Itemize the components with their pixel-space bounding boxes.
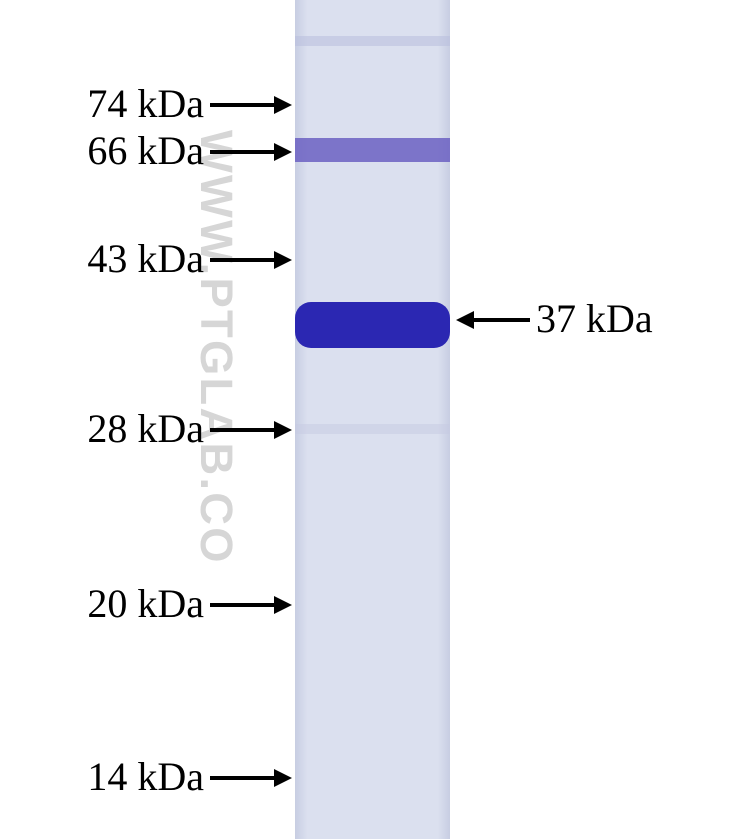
arrow-head-icon xyxy=(274,769,292,787)
gel-lane xyxy=(295,0,450,839)
gel-figure: WWW.PTGLAB.CO 74 kDa66 kDa43 kDa28 kDa20… xyxy=(0,0,740,839)
gel-band xyxy=(295,138,450,162)
arrow-shaft xyxy=(210,258,274,262)
gel-band xyxy=(295,36,450,46)
marker-arrow xyxy=(210,96,292,114)
arrow-shaft xyxy=(210,776,274,780)
arrow-shaft xyxy=(210,603,274,607)
arrow-head-icon xyxy=(274,251,292,269)
marker-label: 14 kDa xyxy=(87,753,204,800)
marker-arrow xyxy=(210,421,292,439)
target-arrow xyxy=(456,311,530,329)
arrow-head-icon xyxy=(274,143,292,161)
gel-band xyxy=(295,302,450,348)
marker-label: 28 kDa xyxy=(87,405,204,452)
marker-arrow xyxy=(210,596,292,614)
arrow-head-icon xyxy=(456,311,474,329)
marker-label: 74 kDa xyxy=(87,80,204,127)
marker-label: 20 kDa xyxy=(87,580,204,627)
arrow-head-icon xyxy=(274,421,292,439)
arrow-head-icon xyxy=(274,96,292,114)
arrow-head-icon xyxy=(274,596,292,614)
arrow-shaft xyxy=(210,428,274,432)
arrow-shaft xyxy=(210,150,274,154)
arrow-shaft xyxy=(210,103,274,107)
marker-label: 66 kDa xyxy=(87,127,204,174)
marker-arrow xyxy=(210,769,292,787)
target-band-label: 37 kDa xyxy=(536,295,653,342)
marker-arrow xyxy=(210,143,292,161)
marker-arrow xyxy=(210,251,292,269)
marker-label: 43 kDa xyxy=(87,235,204,282)
arrow-shaft xyxy=(474,318,530,322)
gel-band xyxy=(295,424,450,434)
